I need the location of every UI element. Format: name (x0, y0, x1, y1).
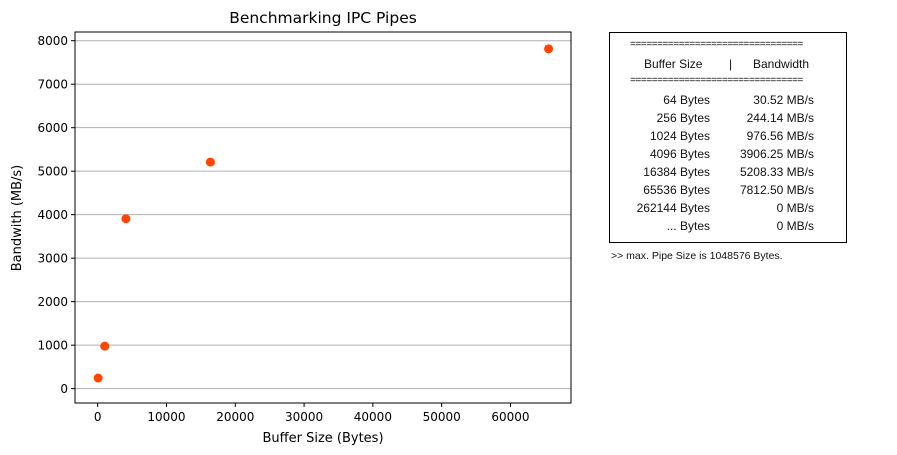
row-buffer-size: 65536 Bytes (643, 183, 710, 197)
y-tick-label: 2000 (37, 295, 68, 309)
row-buffer-size: 256 Bytes (656, 111, 710, 125)
x-tick-label: 60000 (491, 410, 529, 424)
row-bandwidth: 0 MB/s (776, 201, 814, 215)
table-row: 64 Bytes 30.52 MB/s (610, 91, 846, 109)
data-points (93, 44, 554, 383)
row-buffer-size: 1024 Bytes (649, 129, 710, 143)
row-bandwidth: 7812.50 MB/s (739, 183, 814, 197)
row-buffer-size: 16384 Bytes (643, 165, 710, 179)
chart-title: Benchmarking IPC Pipes (229, 9, 417, 27)
y-tick-label: 0 (60, 382, 68, 396)
plot-frame (74, 31, 572, 404)
x-axis-label: Buffer Size (Bytes) (262, 431, 383, 446)
table-row: 262144 Bytes 0 MB/s (610, 199, 846, 217)
results-table: ================================ Buffer … (609, 32, 847, 243)
row-buffer-size: 4096 Bytes (649, 147, 710, 161)
header-bandwidth: Bandwidth (753, 57, 810, 71)
y-tick-label: 3000 (37, 252, 68, 266)
y-tick-label: 4000 (37, 208, 68, 222)
table-row: 65536 Bytes 7812.50 MB/s (610, 181, 846, 199)
table-separator-mid: ================================ (630, 77, 803, 87)
row-bandwidth: 30.52 MB/s (753, 93, 814, 107)
x-tick-label: 0 (94, 410, 102, 424)
table-row: 1024 Bytes 976.56 MB/s (610, 127, 846, 145)
data-point-0 (93, 373, 103, 383)
grid-lines (75, 40, 571, 390)
y-tick-label: 8000 (37, 34, 68, 48)
x-tick-label: 50000 (423, 410, 461, 424)
x-axis-ticks: 0 10000 20000 30000 40000 50000 60000 (94, 403, 530, 424)
x-tick-label: 30000 (285, 410, 323, 424)
row-buffer-size: 64 Bytes (663, 93, 710, 107)
table-row: ... Bytes 0 MB/s (610, 217, 846, 235)
y-axis-ticks: 0 1000 2000 3000 4000 5000 6000 7000 8000 (37, 34, 75, 396)
x-tick-label: 10000 (147, 410, 185, 424)
row-buffer-size: ... Bytes (666, 219, 710, 233)
header-divider: | (729, 57, 733, 71)
row-buffer-size: 262144 Bytes (636, 201, 710, 215)
y-tick-label: 5000 (37, 165, 68, 179)
row-bandwidth: 976.56 MB/s (746, 129, 814, 143)
y-tick-label: 6000 (37, 121, 68, 135)
chart: 0 1000 2000 3000 4000 5000 6000 7000 8000 0 10000… (10, 9, 572, 446)
footnote: >> max. Pipe Size is 1048576 Bytes. (611, 250, 783, 262)
x-tick-label: 20000 (216, 410, 254, 424)
row-bandwidth: 244.14 MB/s (746, 111, 814, 125)
data-point-2 (121, 214, 131, 224)
row-bandwidth: 5208.33 MB/s (739, 165, 814, 179)
y-tick-label: 7000 (37, 78, 68, 92)
data-point-4 (544, 44, 554, 54)
y-tick-label: 1000 (37, 339, 68, 353)
table-row: 16384 Bytes 5208.33 MB/s (610, 163, 846, 181)
table-row: 256 Bytes 244.14 MB/s (610, 109, 846, 127)
x-tick-label: 40000 (354, 410, 392, 424)
table-row: 4096 Bytes 3906.25 MB/s (610, 145, 846, 163)
row-bandwidth: 0 MB/s (776, 219, 814, 233)
header-buffer-size: Buffer Size (644, 57, 703, 71)
row-bandwidth: 3906.25 MB/s (739, 147, 814, 161)
data-point-3 (205, 157, 215, 167)
data-point-1 (100, 341, 110, 351)
table-separator-top: ================================ (630, 41, 803, 51)
y-axis-label: Bandwith (MB/s) (10, 165, 25, 272)
